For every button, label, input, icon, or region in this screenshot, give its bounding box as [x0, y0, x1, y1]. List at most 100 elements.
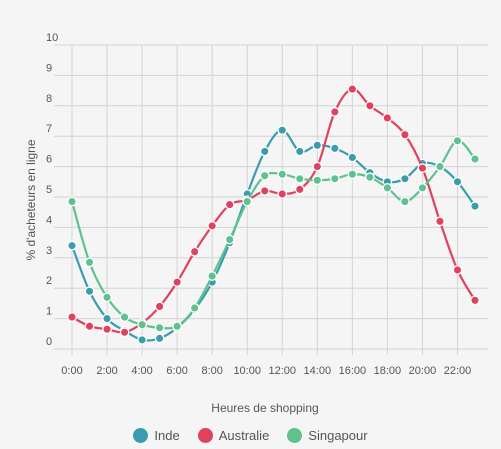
data-point[interactable] [470, 201, 480, 211]
x-tick-labels: 0:00 2:00 4:00 6:00 8:00 10:00 12:00 14:00 16:00… [61, 365, 471, 377]
data-point[interactable] [347, 169, 358, 180]
x-axis-title: Heures de shopping [211, 401, 318, 415]
data-point[interactable] [312, 175, 323, 186]
data-point[interactable] [294, 173, 305, 184]
data-point[interactable] [154, 322, 165, 333]
x-tick-label: 10:00 [233, 365, 261, 377]
data-point[interactable] [224, 199, 235, 210]
data-point[interactable] [294, 184, 305, 195]
y-tick-label: 5 [46, 184, 52, 196]
legend-item[interactable]: Singapour [287, 428, 368, 443]
data-point[interactable] [382, 183, 393, 193]
data-point[interactable] [207, 221, 218, 231]
data-point[interactable] [207, 271, 218, 281]
data-point[interactable] [400, 129, 410, 140]
y-tick-label: 4 [46, 214, 52, 226]
legend-label: Inde [154, 428, 180, 443]
data-point[interactable] [347, 152, 358, 163]
y-tick-label: 9 [46, 62, 52, 74]
series-2 [67, 135, 480, 333]
data-point[interactable] [452, 176, 463, 187]
legend-label: Australie [218, 428, 270, 443]
data-point[interactable] [119, 312, 130, 322]
data-point[interactable] [312, 140, 323, 151]
legend-item[interactable]: Inde [133, 428, 180, 443]
data-point[interactable] [294, 146, 305, 157]
data-point[interactable] [435, 161, 445, 172]
x-tick-label: 6:00 [166, 365, 187, 377]
data-point[interactable] [67, 240, 77, 251]
data-point[interactable] [137, 319, 147, 330]
data-point[interactable] [312, 161, 323, 172]
data-point[interactable] [84, 257, 95, 268]
data-point[interactable] [172, 277, 182, 287]
data-point[interactable] [67, 196, 77, 207]
y-tick-label: 6 [46, 154, 52, 166]
data-point[interactable] [277, 169, 288, 180]
series-layer [67, 84, 480, 345]
data-point[interactable] [189, 246, 200, 257]
y-tick-label: 3 [46, 245, 52, 257]
data-point[interactable] [329, 173, 340, 184]
y-tick-label: 10 [46, 32, 58, 44]
data-point[interactable] [224, 234, 235, 245]
series-0 [67, 125, 480, 345]
data-point[interactable] [417, 183, 428, 193]
x-tick-label: 12:00 [268, 365, 296, 377]
data-point[interactable] [435, 216, 445, 227]
x-tick-label: 16:00 [339, 365, 367, 377]
x-tick-label: 8:00 [201, 365, 222, 377]
data-point[interactable] [400, 196, 410, 207]
data-point[interactable] [329, 107, 340, 117]
data-point[interactable] [365, 100, 375, 111]
data-point[interactable] [67, 312, 77, 322]
data-point[interactable] [154, 301, 165, 312]
y-axis-title: % d'acheteurs en ligne [24, 139, 38, 260]
data-point[interactable] [259, 186, 270, 196]
series-line [71, 87, 476, 334]
x-tick-label: 20:00 [409, 365, 437, 377]
data-point[interactable] [365, 172, 375, 183]
data-point[interactable] [154, 333, 165, 344]
x-tick-label: 14:00 [304, 365, 332, 377]
data-point[interactable] [259, 146, 270, 157]
series-line [70, 129, 476, 342]
grid-lines [54, 44, 488, 355]
data-point[interactable] [329, 143, 340, 154]
data-point[interactable] [259, 170, 270, 181]
data-point[interactable] [119, 327, 130, 338]
x-tick-label: 2:00 [96, 365, 117, 377]
x-tick-label: 22:00 [444, 365, 472, 377]
data-point[interactable] [452, 265, 463, 275]
y-tick-label: 8 [46, 93, 52, 105]
data-point[interactable] [277, 189, 288, 199]
data-point[interactable] [84, 286, 95, 297]
legend-swatch [133, 428, 149, 443]
y-tick-labels: 0 1 2 3 4 5 6 7 8 9 10 [46, 32, 58, 348]
data-point[interactable] [452, 135, 463, 146]
data-point[interactable] [347, 84, 358, 94]
y-tick-label: 2 [46, 275, 52, 287]
legend-item[interactable]: Australie [197, 428, 270, 443]
legend: Inde Australie Singapour [0, 428, 501, 443]
x-tick-label: 0:00 [61, 365, 82, 377]
data-point[interactable] [189, 303, 200, 313]
data-point[interactable] [382, 113, 393, 123]
data-point[interactable] [470, 295, 480, 306]
legend-swatch [287, 428, 303, 443]
data-point[interactable] [137, 335, 147, 345]
data-point[interactable] [400, 173, 410, 184]
data-point[interactable] [102, 292, 112, 303]
y-tick-label: 7 [46, 123, 52, 135]
legend-swatch [197, 428, 213, 443]
data-point[interactable] [102, 324, 112, 335]
data-point[interactable] [242, 196, 253, 207]
data-point[interactable] [277, 125, 288, 135]
data-point[interactable] [470, 154, 480, 164]
data-point[interactable] [84, 321, 95, 332]
data-point[interactable] [417, 163, 428, 173]
data-point[interactable] [102, 313, 112, 324]
data-point[interactable] [172, 321, 182, 332]
